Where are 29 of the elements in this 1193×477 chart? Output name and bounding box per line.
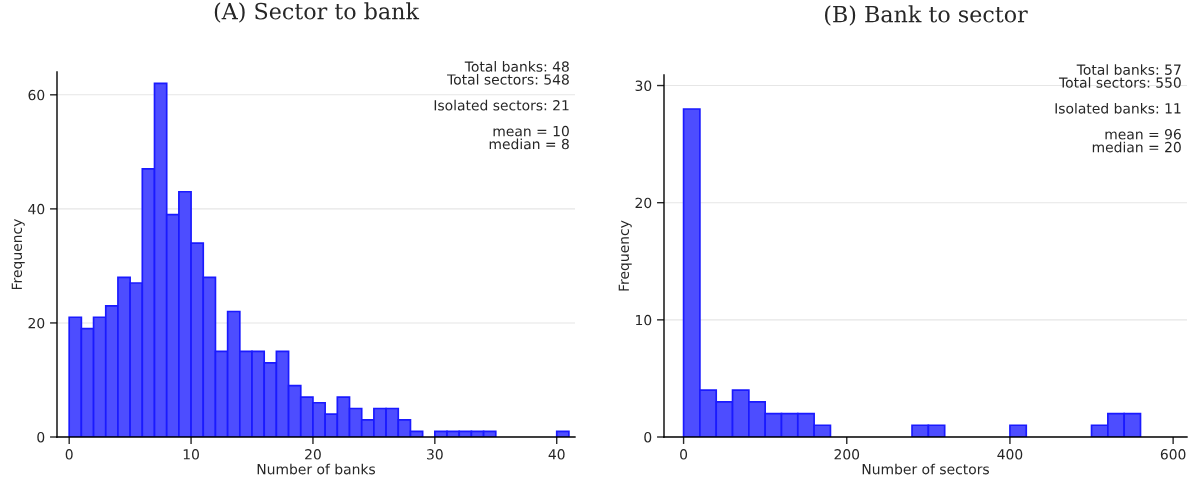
x-tick-label: 600 — [1160, 449, 1186, 460]
chart-title: (B) Bank to sector — [825, 5, 1028, 26]
x-tick-label: 0 — [680, 449, 688, 460]
annotation: Total banks: 57 Total sectors: 550 — [1058, 64, 1181, 88]
y-tick-label: 40 — [28, 203, 45, 215]
y-tick-label: 0 — [37, 431, 45, 443]
y-tick-label: 30 — [635, 80, 652, 92]
y-tick-label: 20 — [28, 317, 45, 329]
y-tick-label: 60 — [28, 89, 45, 101]
annotation: mean = 10 median = 8 — [489, 125, 569, 150]
y-axis-title: Frequency — [618, 220, 632, 291]
x-tick-label: 30 — [427, 449, 443, 460]
x-axis-title: Number of sectors — [862, 463, 989, 475]
y-tick-label: 0 — [644, 431, 652, 443]
x-tick-label: 0 — [65, 449, 73, 460]
annotation: mean = 96 median = 20 — [1092, 128, 1181, 153]
x-tick-label: 40 — [548, 449, 565, 460]
chart-title: (A) Sector to bank — [214, 2, 420, 23]
y-axis-title: Frequency — [11, 219, 25, 290]
annotation: Total banks: 48 Total sectors: 548 — [447, 61, 569, 85]
annotation: Isolated banks: 11 — [1055, 102, 1181, 114]
x-tick-label: 20 — [305, 449, 321, 460]
x-axis-title: Number of banks — [257, 463, 376, 475]
y-tick-label: 10 — [636, 314, 652, 326]
y-tick-label: 20 — [635, 197, 652, 209]
x-tick-label: 10 — [183, 449, 199, 460]
annotation: Isolated sectors: 21 — [434, 99, 569, 111]
x-tick-label: 400 — [997, 449, 1023, 460]
x-tick-label: 200 — [834, 449, 860, 460]
